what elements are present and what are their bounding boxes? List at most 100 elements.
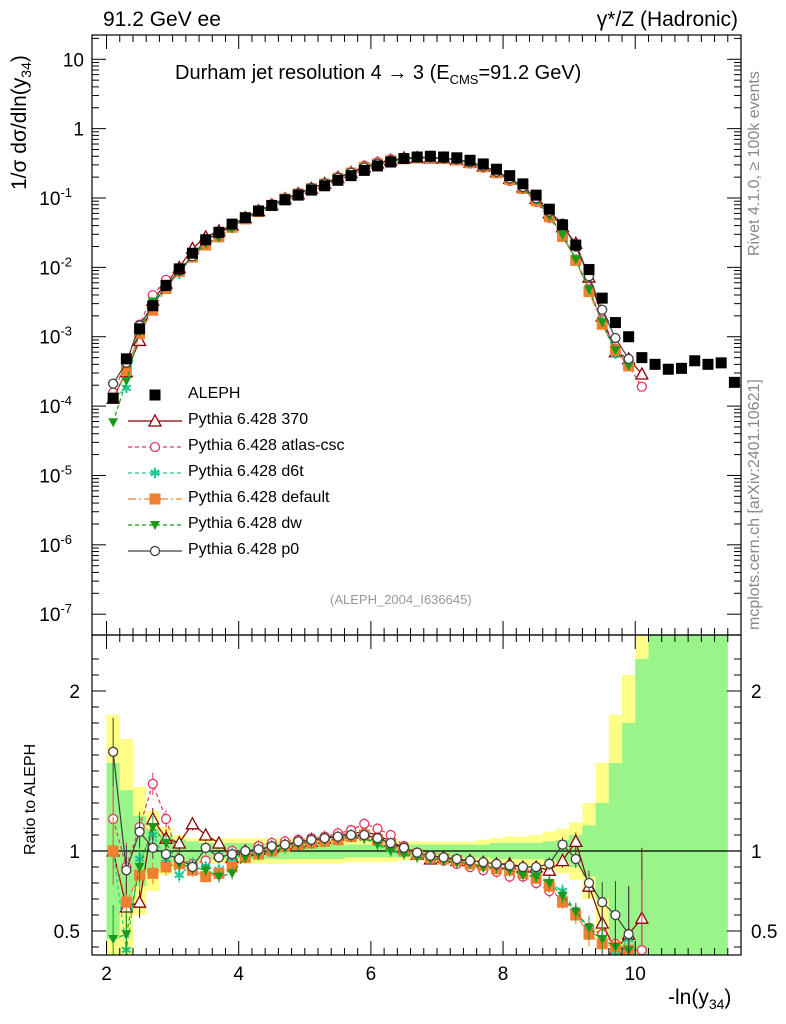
ratio-point: ✱ — [173, 868, 185, 884]
legend-marker — [149, 493, 161, 505]
ratio-tick-label: 0.5 — [751, 922, 777, 943]
data-point — [530, 189, 542, 201]
data-point — [200, 234, 212, 246]
x-tick-label: 4 — [233, 964, 244, 985]
ratio-point — [570, 907, 581, 917]
series-line — [112, 157, 630, 423]
ratio-point — [226, 861, 238, 873]
series-point — [610, 346, 621, 356]
data-point — [609, 317, 621, 329]
ratio-point — [385, 847, 396, 856]
ratio-point — [293, 836, 304, 847]
y-tick-label: 10-2 — [39, 254, 72, 279]
series-point — [557, 230, 568, 240]
x-tick-label: 2 — [101, 964, 112, 985]
ratio-tick-label: 2 — [69, 682, 80, 703]
stat-uncertainty-band — [674, 635, 689, 955]
ratio-point — [478, 857, 489, 868]
ratio-point — [544, 879, 555, 888]
ratio-point — [623, 929, 634, 940]
data-point — [372, 160, 384, 172]
ratio-point — [211, 835, 226, 849]
y-tick-label: 10 — [63, 50, 84, 71]
plot-title: Durham jet resolution 4 → 3 (ECMS=91.2 G… — [175, 62, 582, 87]
header-right: γ*/Z (Hadronic) — [596, 8, 738, 31]
ratio-point — [266, 841, 277, 852]
data-point — [292, 189, 304, 201]
legend-marker — [149, 545, 161, 557]
ratio-point — [226, 849, 238, 860]
series-point — [597, 318, 608, 328]
ratio-point — [385, 837, 396, 849]
ratio-point — [172, 835, 187, 849]
ratio-point — [240, 853, 251, 863]
ratio-point — [306, 834, 317, 845]
data-point — [279, 194, 291, 206]
ratio-point — [227, 869, 238, 879]
ratio-point — [147, 823, 158, 832]
ratio-point — [121, 930, 132, 940]
data-point — [689, 355, 701, 367]
ratio-point — [530, 861, 542, 873]
legend-label-series: Pythia 6.428 p0 — [188, 541, 300, 558]
data-point — [636, 352, 648, 364]
x-axis-label: -ln(y34) — [668, 986, 732, 1013]
ratio-point — [213, 872, 224, 882]
data-point — [253, 205, 265, 217]
data-point — [517, 178, 529, 190]
series-line — [112, 156, 629, 399]
x-tick-label: 6 — [366, 964, 377, 985]
series-line — [112, 156, 630, 385]
ratio-point — [279, 839, 291, 850]
ratio-point — [568, 834, 583, 848]
ratio-point — [517, 871, 528, 880]
data-point — [134, 323, 146, 335]
ratio-series-line — [112, 833, 630, 955]
data-point — [504, 170, 516, 182]
ratio-series-line — [112, 825, 629, 951]
data-point — [226, 218, 238, 230]
series-point: ✱ — [120, 381, 132, 397]
ratio-point — [372, 840, 383, 850]
ratio-tick-label: 0.5 — [54, 922, 80, 943]
ratio-point — [161, 839, 172, 848]
data-point — [173, 263, 185, 275]
data-point — [213, 226, 225, 238]
ratio-point — [583, 877, 595, 889]
ratio-point — [555, 853, 570, 867]
data-point — [676, 362, 688, 374]
series-point — [120, 364, 132, 376]
stat-uncertainty-band — [714, 635, 728, 955]
data-point — [662, 363, 674, 375]
series-point — [107, 378, 119, 389]
ratio-point — [107, 845, 119, 857]
ratio-point — [583, 923, 594, 933]
ratio-point — [398, 850, 409, 860]
ratio-point — [132, 894, 147, 908]
data-point — [319, 180, 331, 192]
legend-label-series: Pythia 6.428 atlas-csc — [188, 437, 345, 454]
legend-label-series: Pythia 6.428 d6t — [188, 463, 304, 480]
data-point — [438, 151, 450, 163]
ratio-point — [240, 845, 251, 857]
y-tick-label: 1 — [73, 120, 84, 141]
data-point — [557, 219, 569, 231]
ratio-point — [147, 842, 158, 853]
ratio-point — [134, 863, 145, 872]
data-point — [583, 264, 595, 276]
ratio-point — [200, 866, 211, 876]
data-point — [451, 152, 463, 164]
series-point — [121, 376, 132, 386]
y-tick-label: 10-3 — [39, 324, 72, 349]
ratio-point — [504, 860, 515, 871]
ratio-point — [372, 833, 383, 844]
ratio-point — [517, 861, 529, 873]
ratio-point — [200, 842, 211, 853]
series-point — [623, 361, 634, 371]
ratio-point — [557, 839, 568, 850]
stat-uncertainty-band — [701, 635, 715, 955]
series-point — [610, 332, 621, 344]
y-axis-label: 1/σ dσ/dln(y34) — [8, 55, 35, 190]
data-point — [358, 164, 370, 176]
